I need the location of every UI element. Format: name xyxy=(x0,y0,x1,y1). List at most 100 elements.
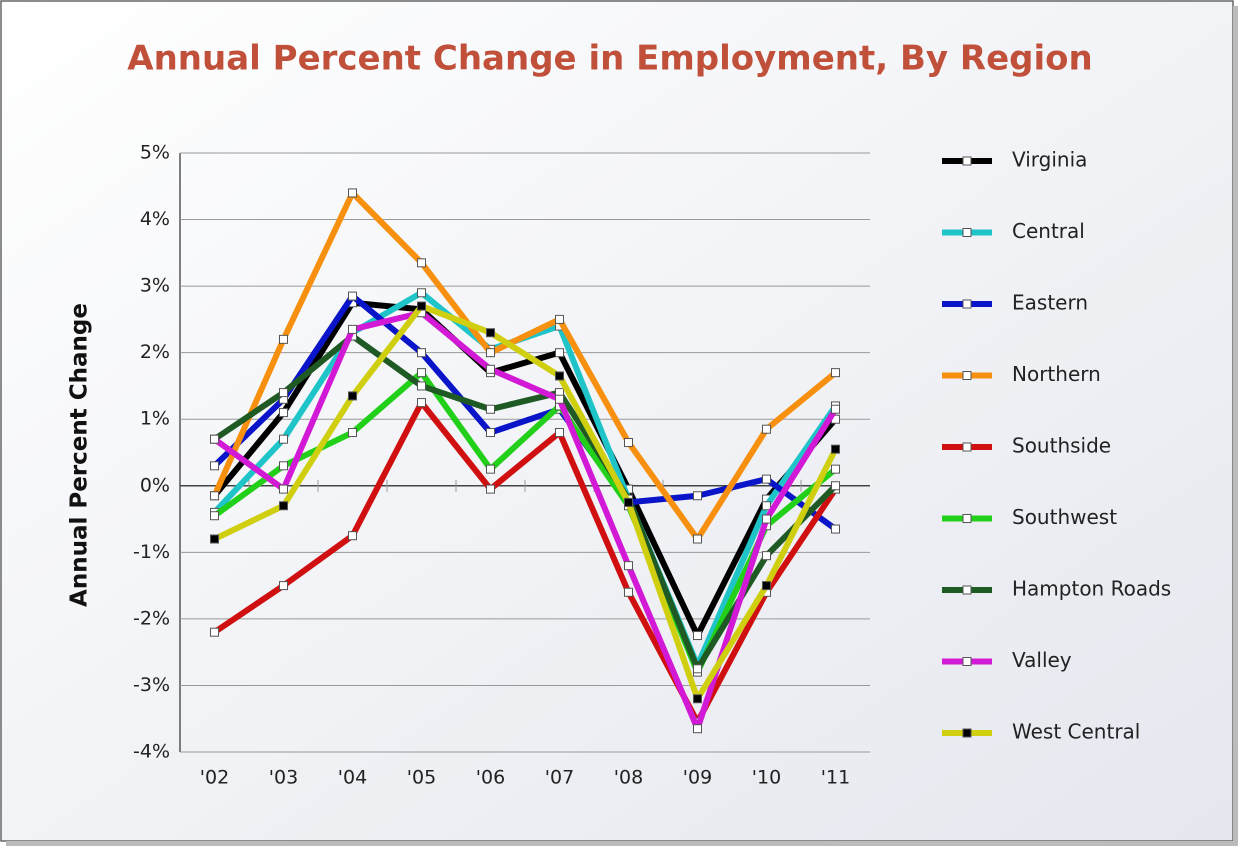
x-tick-label: '04 xyxy=(338,767,367,789)
data-point xyxy=(210,434,219,444)
data-point xyxy=(762,501,771,511)
legend-marker xyxy=(962,442,972,452)
y-tick-label: -1% xyxy=(133,541,170,563)
legend-marker xyxy=(962,514,972,523)
data-point xyxy=(348,428,357,438)
data-point xyxy=(210,491,219,501)
series-line xyxy=(213,303,839,702)
legend-label: Central xyxy=(1012,219,1085,243)
data-point xyxy=(693,694,702,704)
legend-label: Virginia xyxy=(1012,148,1087,172)
y-tick-label: 2% xyxy=(140,341,170,363)
series-line xyxy=(212,399,838,726)
chart-title: Annual Percent Change in Employment, By … xyxy=(127,39,1092,79)
data-point xyxy=(555,394,564,404)
data-point xyxy=(762,551,771,561)
data-point xyxy=(831,404,840,414)
data-point xyxy=(417,398,426,408)
legend-label: Southside xyxy=(1012,434,1111,458)
data-point xyxy=(417,258,426,268)
x-tick-label: '05 xyxy=(407,767,436,789)
legend-marker xyxy=(962,299,972,309)
legend-label: West Central xyxy=(1012,720,1140,744)
data-point xyxy=(831,524,840,534)
shadow xyxy=(6,841,1238,846)
data-point xyxy=(762,424,771,434)
x-tick-label: '02 xyxy=(200,767,229,789)
data-point xyxy=(279,581,288,591)
y-tick-label: 1% xyxy=(140,408,170,430)
data-point xyxy=(693,724,702,734)
x-tick-label: '08 xyxy=(614,767,643,789)
data-point xyxy=(762,474,771,484)
y-tick-label: 3% xyxy=(140,275,170,297)
legend-marker xyxy=(962,156,972,166)
data-point xyxy=(417,348,426,358)
data-point xyxy=(279,461,288,471)
data-point xyxy=(486,328,495,338)
data-point xyxy=(486,364,495,374)
y-axis-label: Annual Percent Change xyxy=(67,303,93,607)
legend-label: Northern xyxy=(1012,362,1101,386)
data-point xyxy=(762,581,771,591)
y-tick-label: 5% xyxy=(140,142,170,164)
data-point xyxy=(693,664,702,674)
y-tick-label: -3% xyxy=(133,674,170,696)
data-point xyxy=(417,288,426,298)
data-point xyxy=(831,444,840,454)
data-point xyxy=(624,438,633,448)
series-line xyxy=(212,309,839,732)
data-point xyxy=(555,348,564,358)
x-tick-label: '09 xyxy=(683,767,712,789)
data-point xyxy=(486,484,495,494)
data-point xyxy=(279,388,288,398)
data-point xyxy=(693,534,702,544)
legend-label: Hampton Roads xyxy=(1012,577,1171,601)
data-point xyxy=(555,314,564,324)
data-point xyxy=(486,404,495,414)
data-point xyxy=(624,561,633,571)
y-tick-label: -2% xyxy=(133,607,170,629)
data-point xyxy=(210,461,219,471)
legend-marker xyxy=(962,371,972,380)
y-tick-label: 0% xyxy=(140,474,170,496)
data-point xyxy=(210,511,219,521)
series-line xyxy=(212,333,838,672)
x-tick-label: '10 xyxy=(752,767,781,789)
legend-marker xyxy=(962,657,972,666)
data-point xyxy=(831,368,840,378)
data-point xyxy=(624,497,633,507)
x-tick-label: '07 xyxy=(545,767,574,789)
data-point xyxy=(210,627,219,637)
data-point xyxy=(210,534,219,544)
data-point xyxy=(348,324,357,334)
legend-label: Eastern xyxy=(1012,291,1088,315)
data-point xyxy=(348,291,357,301)
data-point xyxy=(486,348,495,358)
shadow xyxy=(1233,6,1238,844)
data-point xyxy=(762,514,771,524)
legend-label: Valley xyxy=(1012,648,1072,672)
data-point xyxy=(693,631,702,641)
data-point xyxy=(831,481,840,491)
legend-label: Southwest xyxy=(1012,505,1117,529)
series-line xyxy=(212,299,838,639)
data-point xyxy=(279,434,288,444)
legend-marker xyxy=(962,728,972,738)
data-point xyxy=(417,381,426,391)
legend-marker xyxy=(962,585,972,595)
data-point xyxy=(348,531,357,541)
legend-marker xyxy=(962,228,972,237)
y-tick-label: 4% xyxy=(140,208,170,230)
data-point xyxy=(486,464,495,474)
y-tick-label: -4% xyxy=(133,741,170,763)
series-line xyxy=(211,189,838,543)
data-point xyxy=(279,408,288,418)
data-point xyxy=(417,301,426,311)
data-point xyxy=(624,587,633,597)
data-point xyxy=(348,391,357,401)
data-point xyxy=(555,371,564,381)
data-point xyxy=(279,501,288,511)
data-point xyxy=(555,428,564,438)
